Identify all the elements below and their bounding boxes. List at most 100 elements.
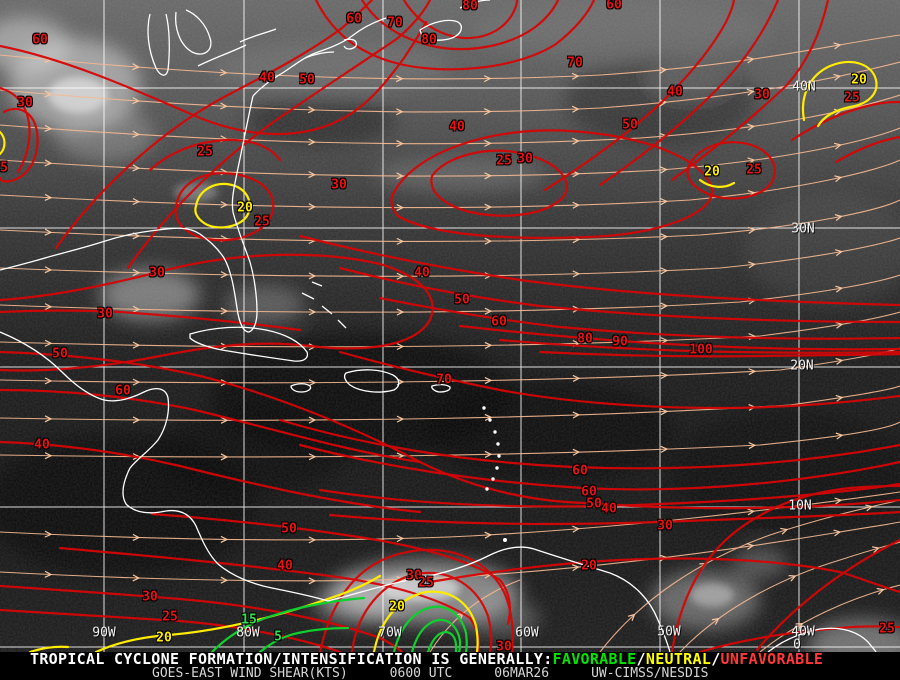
streamline-arrow [44,303,53,311]
streamline-arrow [132,130,141,138]
streamline-arrow [871,546,880,554]
streamline-arrow [396,172,404,180]
streamline-arrow [660,302,669,310]
streamline-arrow [834,214,843,221]
streamline-arrow [220,307,229,315]
streamline-arrow [308,453,317,461]
streamline-arrow [660,445,669,453]
streamline-arrow [835,432,844,440]
streamline-arrow [484,139,492,147]
streamline-arrow [308,171,316,179]
streamline-arrow [795,623,804,630]
streamline-arrow [132,416,141,424]
streamline-arrow [748,442,757,450]
streamline-arrow [308,379,317,387]
streamline-arrow [833,529,842,537]
streamline-arrow [396,535,405,543]
wind-shear-map-canvas [0,0,900,652]
streamline-arrow [835,249,843,257]
caption-sep1: / [636,650,646,668]
streamline-arrow [572,525,580,533]
streamline-arrow [660,198,668,206]
streamline-arrow [308,536,317,544]
streamline-arrow [220,416,229,424]
streamline-arrow [44,193,53,201]
streamline-arrow [627,613,636,621]
favorability-caption: TROPICAL CYCLONE FORMATION/INTENSIFICATI… [30,652,823,667]
streamline-arrow [220,102,228,110]
streamline-arrow [660,166,668,174]
streamline-arrow [833,42,842,50]
streamline-arrow [747,123,756,131]
streamline-arrow [220,271,229,279]
streamline-arrow [44,90,53,98]
streamline-arrow [571,105,580,113]
streamline-arrow [396,237,405,245]
caption-favorable: FAVORABLE [552,650,637,668]
satellite-map: 60 30 5 25 40 50 60 70 80 80 60 70 40 30 50 25 25 25 25 30 3… [0,0,900,655]
streamline-arrow [396,342,405,351]
streamline-arrow [132,305,141,313]
streamline-arrow [307,73,316,81]
streamline-arrow [660,371,669,380]
streamline-arrow [44,266,53,274]
streamline-arrow [660,233,669,241]
caption-neutral: NEUTRAL [645,650,712,668]
streamline-arrow [746,88,755,96]
streamline-arrow [396,140,404,148]
product-info-line: GOES-EAST WIND SHEAR(KTS) 0600 UTC 06MAR… [152,667,709,680]
streamline-arrow [132,378,141,386]
streamline-arrow [132,269,141,277]
shear-contours-yellow [0,61,878,652]
streamline-arrow [44,124,53,132]
streamline-arrow [308,416,317,424]
streamline-arrow [396,108,404,116]
streamline-arrow [44,377,53,385]
streamline-arrowheads [44,42,885,630]
streamline-arrow [220,453,229,461]
coastlines [0,0,877,652]
streamline-arrow [44,570,53,578]
streamline-arrow [220,576,229,584]
streamline-arrow [44,228,53,236]
streamline-arrow [132,341,141,349]
streamline-arrow [835,357,844,365]
streamline-arrow [220,201,229,209]
streamline-arrow [711,617,720,625]
streamline-arrow [780,527,789,535]
streamline-arrow [396,308,405,316]
streamline-arrow [44,415,53,423]
streamline-arrow [219,68,228,77]
streamline-arrow [659,66,668,74]
caption-prefix: TROPICAL CYCLONE FORMATION/INTENSIFICATI… [30,650,553,668]
streamline-arrow [572,201,581,209]
streamline-arrow [747,157,756,165]
shear-contours-red [0,0,900,652]
streamline-arrow [483,108,492,116]
streamline-arrow [571,72,580,80]
streamline-arrow [746,56,755,64]
streamline-arrow [572,411,581,419]
streamline-arrow [835,285,844,293]
latlon-grid [0,0,900,652]
streamline-arrow [484,237,493,245]
product-name: GOES-EAST WIND SHEAR(KTS) [152,666,348,680]
streamline-arrow [572,448,581,456]
streamline-arrow [484,203,493,211]
streamline-arrow [396,204,405,212]
streamline-arrow [833,142,842,150]
streamline-arrow [307,106,316,114]
streamline-arrow [835,321,844,329]
streamline-arrow [484,413,493,422]
streamline-arrow [308,577,317,585]
streamline-arrow [132,164,141,172]
streamline-arrow [44,159,53,167]
streamline-arrow [572,137,580,145]
streamline-arrow [572,374,581,382]
caption-unfavorable: UNFAVORABLE [720,650,824,668]
streamline-arrow [132,97,140,105]
streamline-arrow [834,175,843,183]
streamline-arrow [748,261,756,269]
streamline-arrow [484,172,492,180]
